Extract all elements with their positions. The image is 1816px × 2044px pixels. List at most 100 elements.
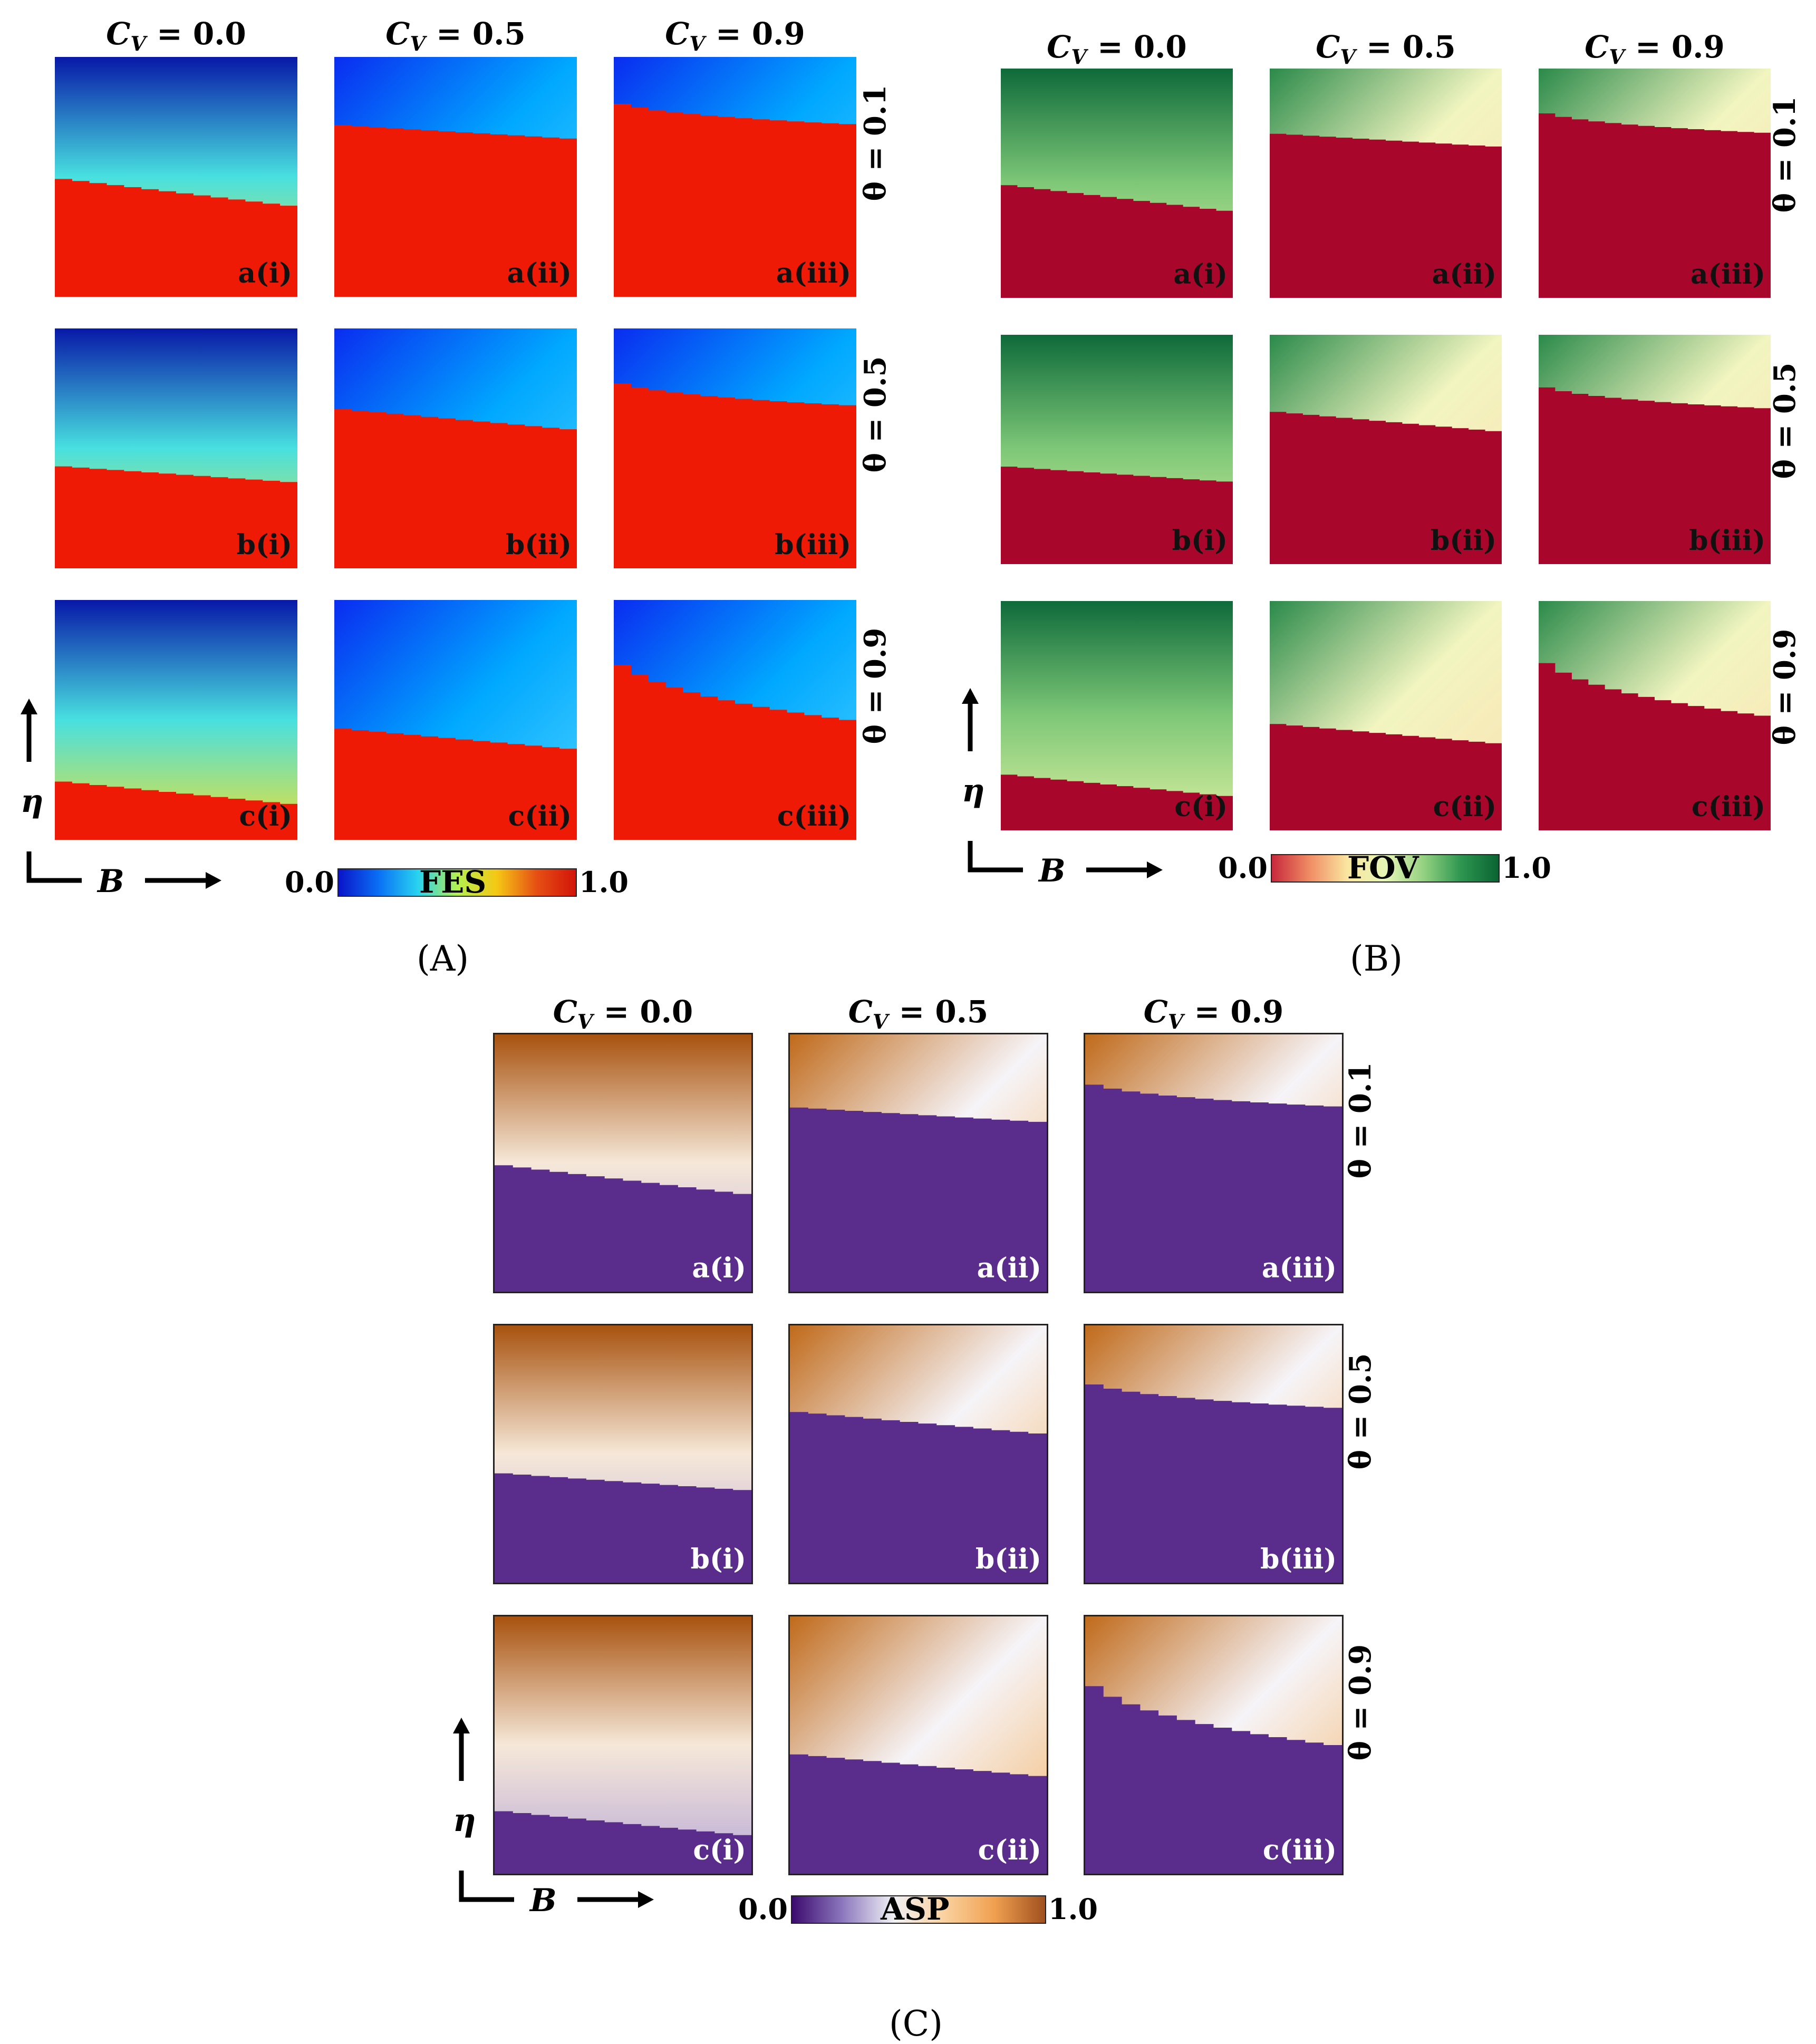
colorbar-min-label: 0.0: [1218, 851, 1268, 885]
lower-region: [790, 1752, 1047, 1874]
tile-label: c(ii): [978, 1834, 1041, 1866]
tile-label: c(i): [239, 800, 292, 832]
column-value: 0.0: [1133, 29, 1187, 65]
heatmap-svg: [614, 328, 856, 568]
tile-label: b(i): [1172, 525, 1228, 557]
tile-label: c(ii): [1433, 791, 1496, 823]
heatmap-tile: c(ii): [334, 600, 577, 840]
heatmap-svg: [614, 57, 856, 297]
corner-line: [968, 841, 1023, 873]
column-value: 0.9: [1671, 29, 1725, 65]
heatmap-tile: a(ii): [1270, 69, 1502, 298]
tile-label: b(ii): [975, 1543, 1041, 1575]
lower-region: [55, 465, 297, 568]
tile-label: a(ii): [1432, 258, 1496, 290]
lower-region: [1270, 132, 1502, 298]
column-value: 0.5: [472, 16, 526, 52]
tile-label: b(ii): [1430, 525, 1496, 557]
lower-region: [495, 1472, 751, 1583]
row-header: θ = 0.1: [858, 84, 893, 201]
corner-line: [459, 1871, 514, 1902]
tile-label: a(iii): [1261, 1252, 1337, 1284]
lower-region: [1270, 722, 1502, 830]
colorbar: [791, 1895, 1046, 1924]
lower-region: [55, 780, 297, 840]
x-axis-label: B: [98, 863, 124, 900]
heatmap-tile: c(iii): [1084, 1615, 1344, 1875]
tile-label: c(ii): [508, 800, 572, 832]
tile-label: b(iii): [1260, 1543, 1337, 1575]
lower-region: [334, 727, 577, 840]
row-header: θ = 0.5: [858, 356, 893, 473]
y-axis-label: η: [962, 772, 985, 809]
axis-arrows: [21, 699, 221, 889]
heatmap-svg: [1001, 335, 1233, 564]
heatmap-tile: a(iii): [614, 57, 856, 297]
heatmap-svg: [55, 57, 297, 297]
y-axis-label: η: [453, 1802, 476, 1839]
lower-region: [1085, 1070, 1342, 1292]
row-header: θ = 0.5: [1343, 1353, 1378, 1470]
heatmap-tile: c(i): [55, 600, 297, 840]
lower-region: [1001, 183, 1233, 298]
heatmap-tile: b(ii): [334, 328, 577, 568]
tile-label: a(i): [692, 1252, 746, 1284]
lower-region: [55, 177, 297, 297]
heatmap-svg: [1539, 601, 1771, 830]
column-header: CV = 0.5: [848, 994, 989, 1034]
tile-label: c(iii): [1691, 791, 1765, 823]
colorbar-title: FOV: [1347, 850, 1419, 886]
tile-label: b(i): [236, 529, 292, 561]
heatmap-svg: [1539, 69, 1771, 298]
axis-arrows: [962, 688, 1163, 878]
tile-label: c(i): [1174, 791, 1228, 823]
heatmap-tile: b(iii): [1084, 1324, 1344, 1584]
tile-label: a(ii): [507, 257, 572, 289]
lower-region: [334, 124, 577, 297]
heatmap-svg: [1085, 1616, 1342, 1874]
column-header: CV = 0.9: [665, 16, 805, 56]
column-value: 0.0: [640, 994, 693, 1030]
colorbar-max-label: 1.0: [579, 865, 629, 899]
colorbar-title: ASP: [881, 1891, 950, 1927]
heatmap-svg: [334, 600, 577, 840]
colorbar: [337, 868, 577, 897]
heatmap-tile: b(ii): [788, 1324, 1048, 1584]
column-header: CV = 0.9: [1143, 994, 1284, 1034]
tile-label: c(iii): [1262, 1834, 1337, 1866]
column-value: 0.5: [935, 994, 989, 1030]
panel-letter: (C): [889, 2003, 943, 2044]
eta-arrowhead: [21, 699, 37, 714]
x-axis-label: B: [1039, 853, 1066, 889]
corner-line: [26, 851, 82, 883]
lower-region: [495, 1163, 751, 1292]
heatmap-svg: [1001, 69, 1233, 298]
tile-label: b(ii): [505, 529, 572, 561]
tile-label: b(i): [690, 1543, 746, 1575]
heatmap-tile: a(i): [1001, 69, 1233, 298]
tile-label: a(iii): [1690, 258, 1765, 290]
lower-region: [1539, 628, 1771, 830]
heatmap-svg: [1270, 335, 1502, 564]
heatmap-tile: a(ii): [334, 57, 577, 297]
panel-letter: (A): [417, 938, 469, 979]
heatmap-svg: [495, 1034, 751, 1292]
lower-region: [790, 1410, 1047, 1583]
row-header: θ = 0.9: [1767, 628, 1802, 745]
heatmap-svg: [334, 57, 577, 297]
heatmap-svg: [790, 1034, 1047, 1292]
heatmap-svg: [1001, 601, 1233, 830]
tile-label: c(i): [693, 1834, 746, 1866]
b-arrowhead: [638, 1891, 654, 1908]
column-header: CV = 0.9: [1585, 29, 1725, 69]
lower-region: [790, 1106, 1047, 1292]
column-header: CV = 0.0: [106, 16, 246, 56]
tile-label: a(i): [238, 257, 292, 289]
colorbar-min-label: 0.0: [738, 1892, 788, 1926]
column-value: 0.9: [751, 16, 805, 52]
column-value: 0.9: [1230, 994, 1284, 1030]
colorbar-title: FES: [419, 864, 487, 900]
lower-region: [614, 628, 856, 840]
row-header: θ = 0.1: [1767, 96, 1802, 213]
colorbar-min-label: 0.0: [285, 865, 334, 899]
